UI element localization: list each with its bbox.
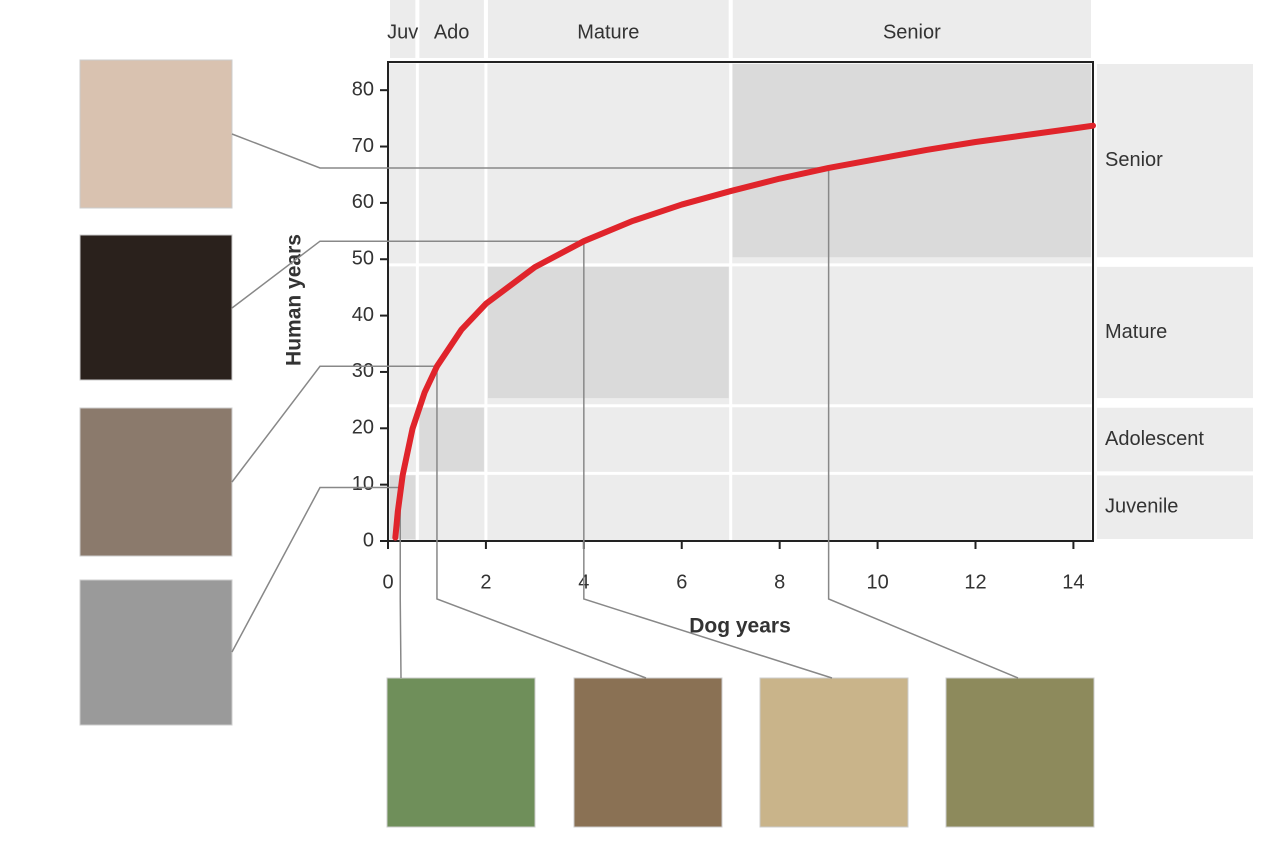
stage-row-header [1097, 475, 1253, 539]
stage-row-label: Adolescent [1105, 428, 1204, 450]
x-tick-label: 8 [774, 571, 785, 593]
stage-row-header [1097, 64, 1253, 258]
plot-frame [387, 61, 1094, 542]
photo [79, 579, 233, 726]
stage-box [419, 407, 484, 472]
stage-column-label: Ado [434, 21, 470, 43]
y-tick-label: 40 [352, 304, 374, 326]
y-tick-label: 70 [352, 135, 374, 157]
stage-row-header [1097, 266, 1253, 399]
stage-row-label: Mature [1105, 321, 1167, 343]
dog-guide [827, 167, 1019, 679]
stage-column-label: Senior [883, 21, 941, 43]
photo [759, 677, 909, 828]
photo [386, 677, 536, 828]
stage-box [487, 266, 729, 399]
dog-guide [436, 366, 647, 679]
photo [79, 407, 233, 557]
stage-row-label: Senior [1105, 149, 1163, 171]
x-tick-label: 6 [676, 571, 687, 593]
stage-column-header [390, 0, 416, 58]
human-guide [231, 133, 829, 169]
dog-guide [399, 487, 402, 679]
x-tick-label: 2 [480, 571, 491, 593]
human-guide [231, 486, 401, 653]
y-tick-label: 60 [352, 191, 374, 213]
y-tick-label: 80 [352, 78, 374, 100]
photo [945, 677, 1095, 828]
y-tick-label: 30 [352, 360, 374, 382]
y-tick-label: 10 [352, 473, 374, 495]
y-axis-label: Human years [283, 234, 306, 366]
y-tick-label: 0 [363, 529, 374, 551]
curve [392, 122, 1096, 541]
photos [79, 59, 1095, 828]
background [388, 0, 1253, 541]
x-tick-label: 14 [1062, 571, 1084, 593]
x-tick-label: 10 [866, 571, 888, 593]
stage-box [732, 64, 1091, 258]
x-tick-label: 0 [382, 571, 393, 593]
dog-guide [583, 241, 833, 679]
stage-column-header [732, 0, 1091, 58]
photo [79, 59, 233, 209]
stage-row-header [1097, 407, 1253, 472]
x-tick-label: 12 [964, 571, 986, 593]
x-axis-label: Dog years [689, 615, 791, 638]
human-guide [231, 240, 584, 309]
photo [573, 677, 723, 828]
stage-column-header [419, 0, 484, 58]
stage-column-label: Mature [577, 21, 639, 43]
stage-column-label: Juv [387, 21, 418, 43]
y-tick-label: 50 [352, 248, 374, 270]
stage-row-label: Juvenile [1105, 495, 1178, 517]
stage-column-header [487, 0, 729, 58]
human-guide [231, 365, 437, 483]
y-tick-label: 20 [352, 417, 374, 439]
photo [79, 234, 233, 381]
